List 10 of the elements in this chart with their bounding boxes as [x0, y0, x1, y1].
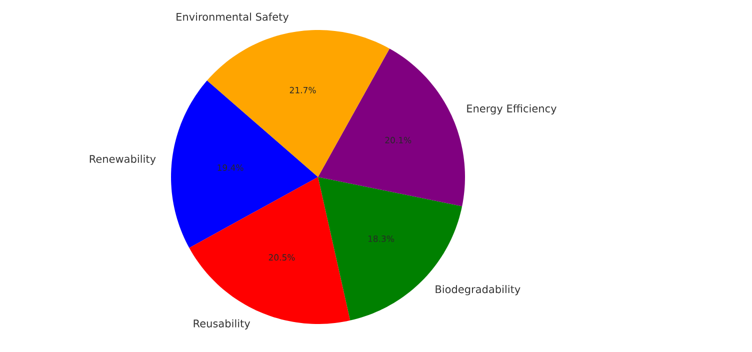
- slice-label: Energy Efficiency: [467, 104, 556, 114]
- data-label: 20.5%: [268, 254, 295, 261]
- data-label: 19.4%: [218, 164, 244, 171]
- data-label: 21.7%: [290, 86, 316, 94]
- slice-label: Reusability: [194, 319, 250, 330]
- data-label: 20.1%: [385, 136, 412, 144]
- slice-label: Environmental Safety: [176, 12, 289, 23]
- slice-label: Renewability: [90, 154, 156, 165]
- slice-label: Biodegradability: [436, 285, 520, 296]
- data-label: 18.3%: [368, 236, 394, 242]
